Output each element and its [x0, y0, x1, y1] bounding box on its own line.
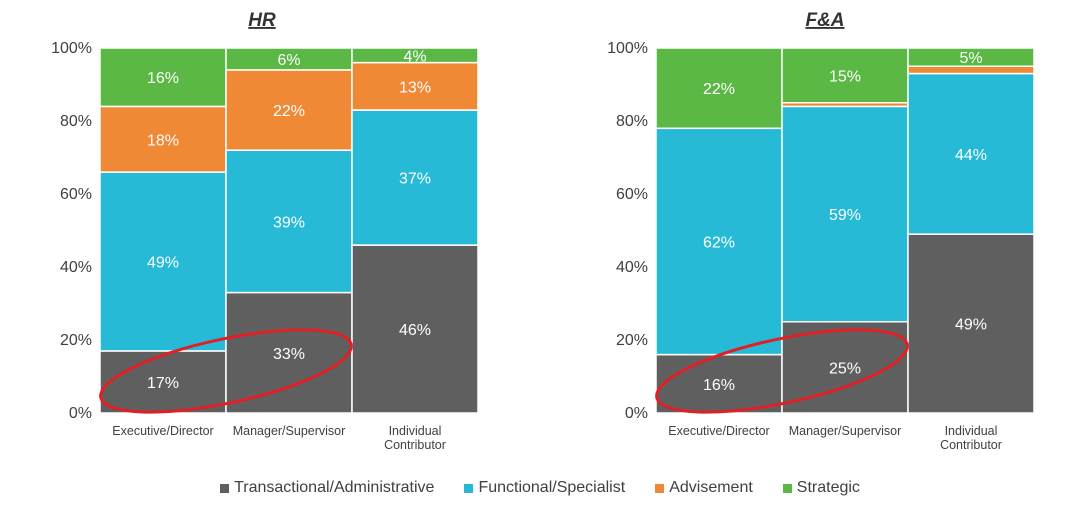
legend-label-functional: Functional/Specialist: [478, 479, 626, 496]
hr-bar-executive-director-functional-specialist: [99, 171, 227, 352]
legend-label-advisement: Advisement: [669, 479, 753, 496]
hr-data-label: 37%: [399, 171, 431, 188]
fa-y-tick-label: 20%: [616, 332, 648, 349]
fa-category-label: Manager/Supervisor: [789, 424, 902, 438]
hr-bar-manager-supervisor-functional-specialist: [225, 149, 353, 294]
fa-y-tick-label: 60%: [616, 186, 648, 203]
hr-data-label: 46%: [399, 322, 431, 339]
fa-category-label: Contributor: [940, 438, 1002, 452]
legend-item-strategic: Strategic: [782, 479, 860, 497]
fa-bar-executive-director-functional-specialist: [655, 127, 783, 356]
fa-chart-title: F&A: [805, 10, 844, 31]
fa-data-label: 49%: [955, 317, 987, 334]
hr-data-label: 49%: [147, 255, 179, 272]
fa-data-label: 59%: [829, 207, 861, 224]
hr-data-label: 33%: [273, 346, 305, 363]
legend-swatch-transactional: [220, 483, 230, 493]
legend-swatch-functional: [464, 483, 474, 493]
hr-bar-executive-director-transactional-administrative: [99, 350, 227, 414]
hr-data-label: 6%: [277, 52, 300, 69]
fa-data-label: 16%: [703, 377, 735, 394]
chart-legend: Transactional/Administrative Functional/…: [0, 476, 1080, 500]
fa-data-label: 44%: [955, 147, 987, 164]
fa-bar-executive-director-strategic: [655, 47, 783, 130]
hr-bar-manager-supervisor-advisement: [225, 69, 353, 151]
hr-y-tick-label: 100%: [51, 40, 92, 57]
legend-item-functional: Functional/Specialist: [464, 479, 625, 497]
fa-data-label: 15%: [829, 68, 861, 85]
hr-stacked-bar-chart: 0% 20% 40% 60% 80% 100% 17% 49% 18% 16% Executive/…: [51, 40, 479, 452]
hr-y-tick-label: 0%: [69, 405, 92, 422]
hr-data-label: 17%: [147, 375, 179, 392]
hr-category-label: Executive/Director: [112, 424, 213, 438]
fa-y-tick-label: 80%: [616, 113, 648, 130]
hr-data-label: 22%: [273, 103, 305, 120]
legend-item-advisement: Advisement: [655, 479, 753, 497]
fa-y-tick-label: 0%: [625, 405, 648, 422]
fa-y-tick-label: 40%: [616, 259, 648, 276]
legend-swatch-strategic: [782, 483, 792, 493]
hr-bar-manager-supervisor-transactional-administrative: [225, 291, 353, 414]
hr-data-label: 18%: [147, 132, 179, 149]
legend-label-transactional: Transactional/Administrative: [234, 479, 435, 496]
fa-stacked-bar-chart: 0% 20% 40% 60% 80% 100% 16% 62% 22% Executive/Dir…: [607, 40, 1035, 452]
hr-bar-individual-contributor-strategic: [351, 47, 479, 64]
fa-bar-individual-contributor-strategic: [907, 47, 1035, 67]
fa-category-label: Individual: [945, 424, 998, 438]
hr-data-label: 39%: [273, 214, 305, 231]
hr-data-label: 13%: [399, 79, 431, 96]
hr-data-label: 4%: [403, 48, 426, 65]
hr-y-tick-label: 20%: [60, 332, 92, 349]
fa-bar-individual-contributor-transactional-administrative: [907, 233, 1035, 414]
fa-bar-individual-contributor-functional-specialist: [907, 72, 1035, 235]
fa-bar-executive-director-transactional-administrative: [655, 353, 783, 414]
fa-category-label: Executive/Director: [668, 424, 769, 438]
hr-highlight-ellipse: [99, 328, 353, 414]
legend-swatch-advisement: [655, 483, 665, 493]
hr-category-label: Contributor: [384, 438, 446, 452]
fa-data-label: 25%: [829, 360, 861, 377]
hr-category-label: Individual: [389, 424, 442, 438]
hr-bar-individual-contributor-functional-specialist: [351, 109, 479, 246]
hr-y-tick-label: 60%: [60, 186, 92, 203]
hr-data-label: 16%: [147, 70, 179, 87]
hr-y-tick-label: 40%: [60, 259, 92, 276]
fa-y-tick-label: 100%: [607, 40, 648, 57]
hr-category-label: Manager/Supervisor: [233, 424, 346, 438]
legend-item-transactional: Transactional/Administrative: [220, 479, 434, 497]
fa-data-label: 22%: [703, 81, 735, 98]
legend-label-strategic: Strategic: [796, 479, 860, 496]
fa-highlight-ellipse: [655, 328, 909, 414]
hr-bar-individual-contributor-transactional-administrative: [351, 244, 479, 414]
fa-data-label: 62%: [703, 234, 735, 251]
hr-y-tick-label: 80%: [60, 113, 92, 130]
fa-bar-manager-supervisor-functional-specialist: [781, 105, 909, 323]
hr-chart-title: HR: [248, 10, 276, 31]
fa-bar-individual-contributor-advisement: [907, 65, 1035, 75]
fa-bar-manager-supervisor-strategic: [781, 47, 909, 104]
fa-data-label: 5%: [959, 50, 982, 67]
